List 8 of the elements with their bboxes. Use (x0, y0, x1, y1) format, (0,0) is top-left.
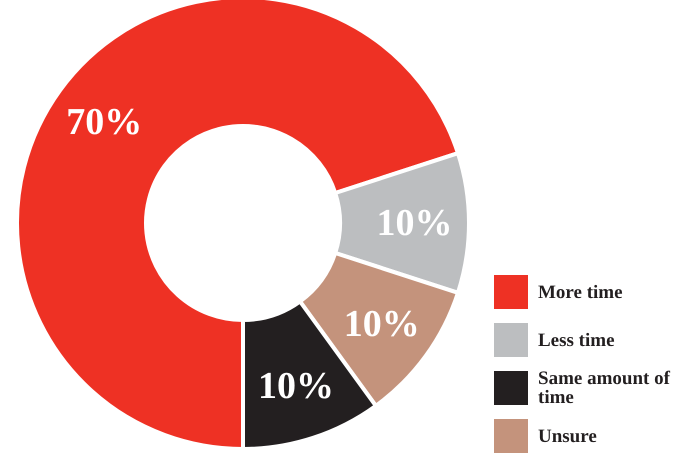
data-label: 70% (66, 101, 142, 144)
legend-label: Less time (538, 330, 616, 350)
legend-label: Same amount of time (538, 368, 672, 408)
data-label: 10% (376, 202, 452, 244)
data-label: 10% (344, 302, 420, 345)
data-label: 10% (258, 365, 334, 408)
legend-label: Unsure (538, 426, 598, 446)
legend-label: More time (538, 282, 624, 302)
